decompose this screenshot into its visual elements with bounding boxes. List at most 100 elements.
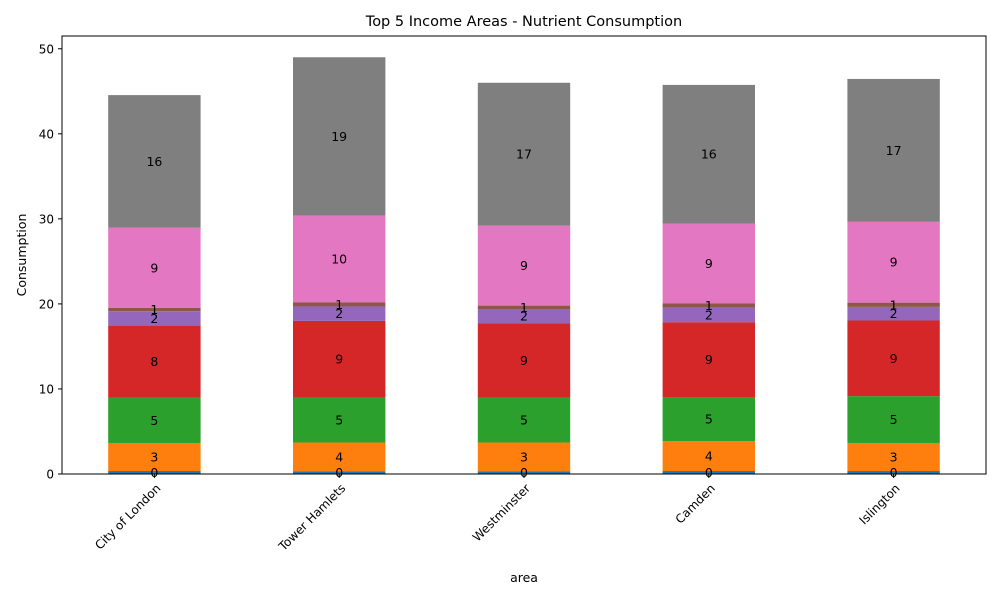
data-label: 16	[146, 154, 162, 169]
data-label: 17	[516, 147, 532, 162]
data-label: 0	[520, 465, 528, 480]
data-label: 19	[331, 129, 347, 144]
y-tick-label: 10	[39, 382, 54, 396]
bar-segment	[847, 471, 940, 474]
data-label: 8	[150, 354, 158, 369]
bar-segment	[108, 471, 201, 474]
y-tick-label: 50	[39, 42, 54, 56]
x-tick-label: City of London	[92, 481, 163, 552]
bar-segment	[847, 78, 940, 222]
data-label: 9	[335, 352, 343, 367]
bar-segment	[477, 82, 571, 226]
data-label: 9	[705, 352, 713, 367]
bar-segment	[477, 225, 571, 306]
y-axis: 0 10 20 30 40 50	[39, 42, 62, 482]
y-tick-label: 40	[39, 127, 54, 141]
bar-segment	[477, 397, 571, 443]
x-tick-label: Westminster	[470, 481, 533, 544]
bar-segment	[293, 397, 386, 443]
data-label: 4	[705, 449, 713, 464]
data-label: 0	[335, 465, 343, 480]
bar-segment	[477, 305, 571, 310]
data-label: 10	[331, 251, 347, 266]
data-label: 5	[335, 412, 343, 427]
data-label: 3	[890, 449, 898, 464]
bar-segment	[662, 322, 755, 398]
data-label: 5	[705, 412, 713, 427]
data-label: 16	[701, 147, 717, 162]
x-tick-label: Camden	[673, 481, 718, 526]
bar-segment	[477, 309, 571, 324]
bar-segment	[847, 396, 940, 443]
data-label: 5	[520, 412, 528, 427]
bar-segment	[662, 397, 755, 442]
bar-segment	[662, 84, 755, 224]
bar-segment	[847, 320, 940, 397]
bar-segment	[293, 320, 386, 398]
data-label: 5	[150, 413, 158, 428]
bar-segment	[108, 325, 201, 398]
x-axis-label: area	[510, 570, 538, 585]
bar-segment	[847, 306, 940, 321]
data-labels-group: 0358219160459211019035921917045921916035…	[146, 129, 901, 480]
bar-segment	[477, 471, 571, 474]
bar-segment	[293, 306, 386, 321]
bar-segment	[293, 442, 386, 472]
bar-segment	[477, 323, 571, 398]
bar-segment	[662, 441, 755, 472]
bars-group	[108, 57, 940, 474]
y-tick-label: 20	[39, 297, 54, 311]
data-label: 9	[890, 255, 898, 270]
data-label: 1	[150, 302, 158, 317]
bar-segment	[662, 307, 755, 323]
data-label: 4	[335, 449, 343, 464]
data-label: 9	[705, 256, 713, 271]
bar-segment	[108, 442, 201, 472]
data-label: 9	[520, 353, 528, 368]
data-label: 3	[150, 449, 158, 464]
data-label: 2	[705, 307, 713, 322]
bar-segment	[847, 302, 940, 307]
bar-segment	[293, 471, 386, 474]
x-axis: City of London Tower Hamlets Westminster Ca…	[92, 474, 903, 554]
chart-title: Top 5 Income Areas - Nutrient Consumptio…	[365, 14, 682, 30]
data-label: 0	[890, 465, 898, 480]
bar-segment	[108, 311, 201, 326]
x-tick-label: Tower Hamlets	[275, 481, 348, 554]
data-label: 1	[520, 300, 528, 315]
data-label: 0	[150, 465, 158, 480]
data-label: 1	[335, 297, 343, 312]
y-tick-label: 0	[46, 468, 54, 482]
bar-segment	[293, 215, 386, 303]
y-axis-label: Consumption	[14, 214, 29, 297]
data-label: 2	[520, 309, 528, 324]
bar-segment	[847, 442, 940, 472]
data-label: 9	[520, 258, 528, 273]
data-label: 9	[150, 260, 158, 275]
bar-segment	[293, 302, 386, 307]
data-label: 17	[886, 143, 902, 158]
data-label: 2	[890, 306, 898, 321]
bar-segment	[662, 471, 755, 474]
bar-segment	[108, 397, 201, 443]
x-tick-label: Islington	[856, 481, 902, 527]
data-label: 0	[705, 465, 713, 480]
bar-segment	[108, 307, 201, 312]
data-label: 5	[890, 412, 898, 427]
bar-segment	[477, 442, 571, 472]
data-label: 2	[150, 311, 158, 326]
bar-segment	[293, 57, 386, 216]
bar-segment	[662, 303, 755, 308]
bar-segment	[847, 221, 940, 303]
data-label: 1	[890, 297, 898, 312]
bar-segment	[662, 223, 755, 304]
data-label: 9	[890, 351, 898, 366]
data-label: 3	[520, 449, 528, 464]
data-label: 1	[705, 298, 713, 313]
bar-segment	[108, 227, 201, 308]
y-tick-label: 30	[39, 212, 54, 226]
data-label: 2	[335, 306, 343, 321]
bar-segment	[108, 95, 201, 228]
